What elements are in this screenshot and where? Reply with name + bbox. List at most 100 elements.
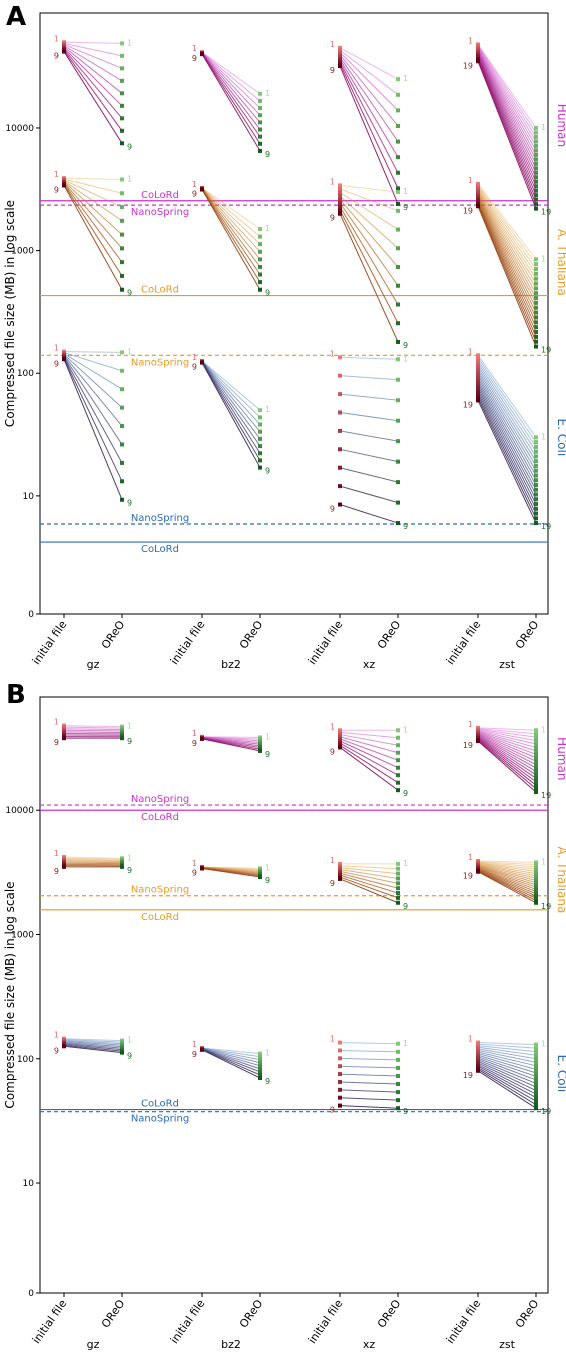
oreo-point	[534, 435, 538, 440]
series-line	[477, 57, 537, 191]
oreo-point	[534, 790, 538, 795]
series-line	[339, 740, 399, 769]
series-line	[339, 448, 399, 463]
series-line	[477, 202, 537, 333]
series-line	[477, 377, 537, 481]
compressor-label: gz	[87, 1338, 100, 1351]
oreo-point	[396, 339, 400, 344]
oreo-point	[534, 1085, 538, 1090]
level-label: 9	[330, 1106, 335, 1115]
series-line	[477, 204, 537, 342]
level-label: 1	[192, 180, 197, 189]
level-label: 9	[127, 499, 132, 508]
series-line	[201, 360, 261, 411]
level-label: 9	[403, 789, 408, 798]
series-line	[63, 357, 123, 464]
series-line	[477, 1051, 537, 1067]
series-line	[201, 1048, 261, 1067]
series-line	[477, 395, 537, 514]
panel-label: B	[6, 680, 26, 710]
level-label: 9	[127, 1052, 132, 1061]
oreo-point	[258, 257, 262, 262]
oreo-point	[534, 444, 538, 449]
series-line	[477, 385, 537, 495]
oreo-point	[534, 728, 538, 733]
oreo-point	[396, 765, 400, 770]
initial-point	[62, 49, 66, 54]
series-line	[63, 183, 123, 263]
series-line	[477, 392, 537, 510]
initial-point	[338, 57, 342, 62]
series-line	[339, 878, 399, 904]
oreo-point	[534, 257, 538, 262]
oreo-point	[120, 273, 124, 278]
oreo-point	[120, 350, 124, 355]
series-line	[63, 1040, 123, 1045]
oreo-point	[396, 201, 400, 206]
initial-point	[62, 1044, 66, 1049]
oreo-point	[534, 320, 538, 325]
series-line	[201, 1048, 261, 1070]
oreo-point	[120, 191, 124, 196]
initial-point	[62, 183, 66, 188]
level-label: 1	[330, 1035, 335, 1044]
oreo-point	[534, 334, 538, 339]
level-label: 19	[541, 346, 551, 355]
oreo-point	[258, 287, 262, 292]
y-tick-label: 10000	[5, 124, 34, 134]
oreo-point	[396, 190, 400, 195]
initial-point	[200, 187, 204, 192]
initial-point	[338, 465, 342, 470]
oreo-point	[258, 1060, 262, 1065]
oreo-point	[396, 377, 400, 382]
oreo-point	[258, 458, 262, 463]
reference-label: CoLoRd	[141, 544, 179, 555]
series-line	[477, 737, 537, 779]
oreo-point	[534, 193, 538, 198]
level-label: 9	[127, 289, 132, 298]
series-line	[339, 356, 399, 360]
oreo-point	[396, 788, 400, 793]
series-line	[339, 872, 399, 889]
level-label: 9	[54, 738, 59, 747]
series-line	[477, 183, 537, 260]
level-label: 9	[54, 52, 59, 61]
oreo-point	[396, 743, 400, 748]
oreo-point	[258, 1076, 262, 1081]
oreo-point	[396, 1073, 400, 1078]
series-line	[339, 184, 399, 193]
series-line	[477, 199, 537, 323]
initial-point	[338, 52, 342, 57]
series-line	[477, 865, 537, 884]
series-line	[477, 357, 537, 443]
initial-point	[338, 1087, 342, 1092]
level-label: 19	[463, 872, 473, 881]
compressor-label: bz2	[221, 1338, 241, 1351]
oreo-point	[396, 418, 400, 423]
series-line	[477, 58, 537, 196]
level-label: 1	[54, 170, 59, 179]
series-line	[477, 367, 537, 462]
series-line	[477, 380, 537, 486]
level-label: 1	[127, 175, 132, 184]
series-line	[63, 48, 123, 119]
oreo-point	[534, 459, 538, 464]
initial-point	[338, 194, 342, 199]
oreo-point	[534, 344, 538, 349]
oreo-point	[534, 1060, 538, 1065]
oreo-point	[534, 175, 538, 180]
initial-point	[338, 186, 342, 191]
oreo-point	[396, 780, 400, 785]
series-line	[63, 45, 123, 82]
series-line	[477, 194, 537, 304]
series-line	[339, 199, 399, 268]
oreo-point	[534, 449, 538, 454]
oreo-point	[396, 357, 400, 362]
series-line	[201, 52, 261, 123]
oreo-point	[258, 141, 262, 146]
level-label: 1	[127, 38, 132, 47]
series-line	[201, 360, 261, 418]
oreo-point	[534, 206, 538, 211]
series-line	[63, 728, 123, 731]
series-line	[339, 58, 399, 158]
